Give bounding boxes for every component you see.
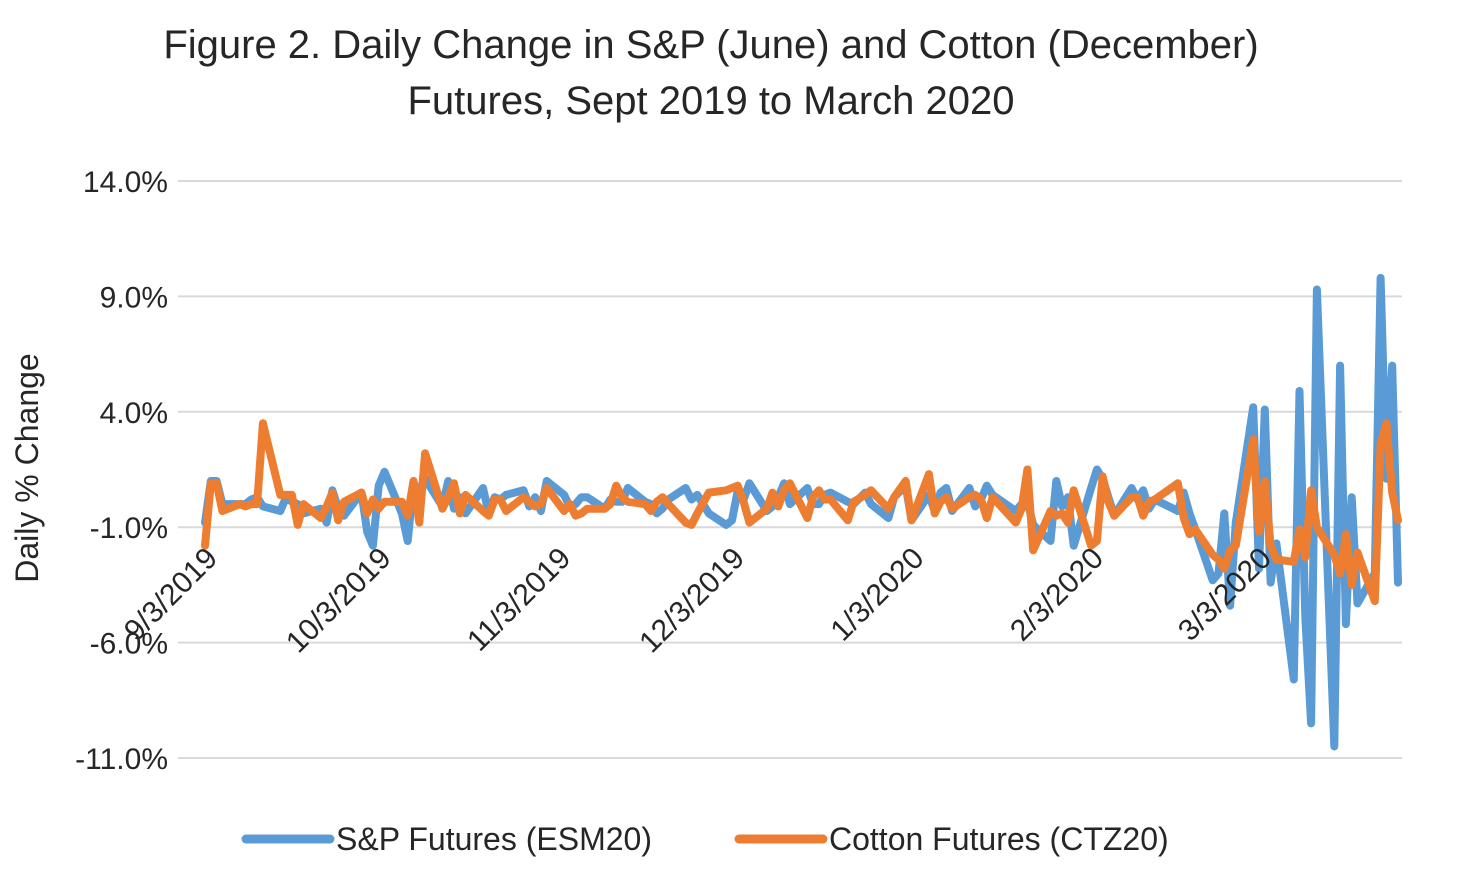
series-line-cotton-futures <box>201 419 1402 606</box>
y-tick-label: -11.0% <box>75 743 168 776</box>
x-tick-label: 11/3/2019 <box>461 542 577 658</box>
y-axis-ticks: 14.0% 9.0% 4.0% -1.0% -6.0% -11.0% <box>75 166 168 776</box>
y-tick-label: 9.0% <box>100 281 168 314</box>
legend-item-sp: S&P Futures (ESM20) <box>241 821 652 857</box>
chart-title-line-2: Futures, Sept 2019 to March 2020 <box>407 79 1014 123</box>
x-tick-label: 9/3/2019 <box>118 542 224 648</box>
y-tick-label: 14.0% <box>83 166 168 199</box>
legend-item-cotton: Cotton Futures (CTZ20) <box>734 821 1169 857</box>
y-axis-label: Daily % Change <box>9 353 45 582</box>
y-tick-label: -6.0% <box>90 628 168 661</box>
y-tick-label: -1.0% <box>90 512 168 545</box>
legend-label-cotton: Cotton Futures (CTZ20) <box>829 821 1169 857</box>
y-tick-label: 4.0% <box>100 397 168 430</box>
gridlines <box>178 180 1402 759</box>
legend: S&P Futures (ESM20) Cotton Futures (CTZ2… <box>241 821 1169 857</box>
x-tick-label: 2/3/2020 <box>1004 542 1110 648</box>
x-tick-label: 1/3/2020 <box>825 542 931 648</box>
legend-label-sp: S&P Futures (ESM20) <box>336 821 652 857</box>
series-lines <box>201 273 1402 751</box>
chart-title-line-1: Figure 2. Daily Change in S&P (June) and… <box>163 23 1258 67</box>
